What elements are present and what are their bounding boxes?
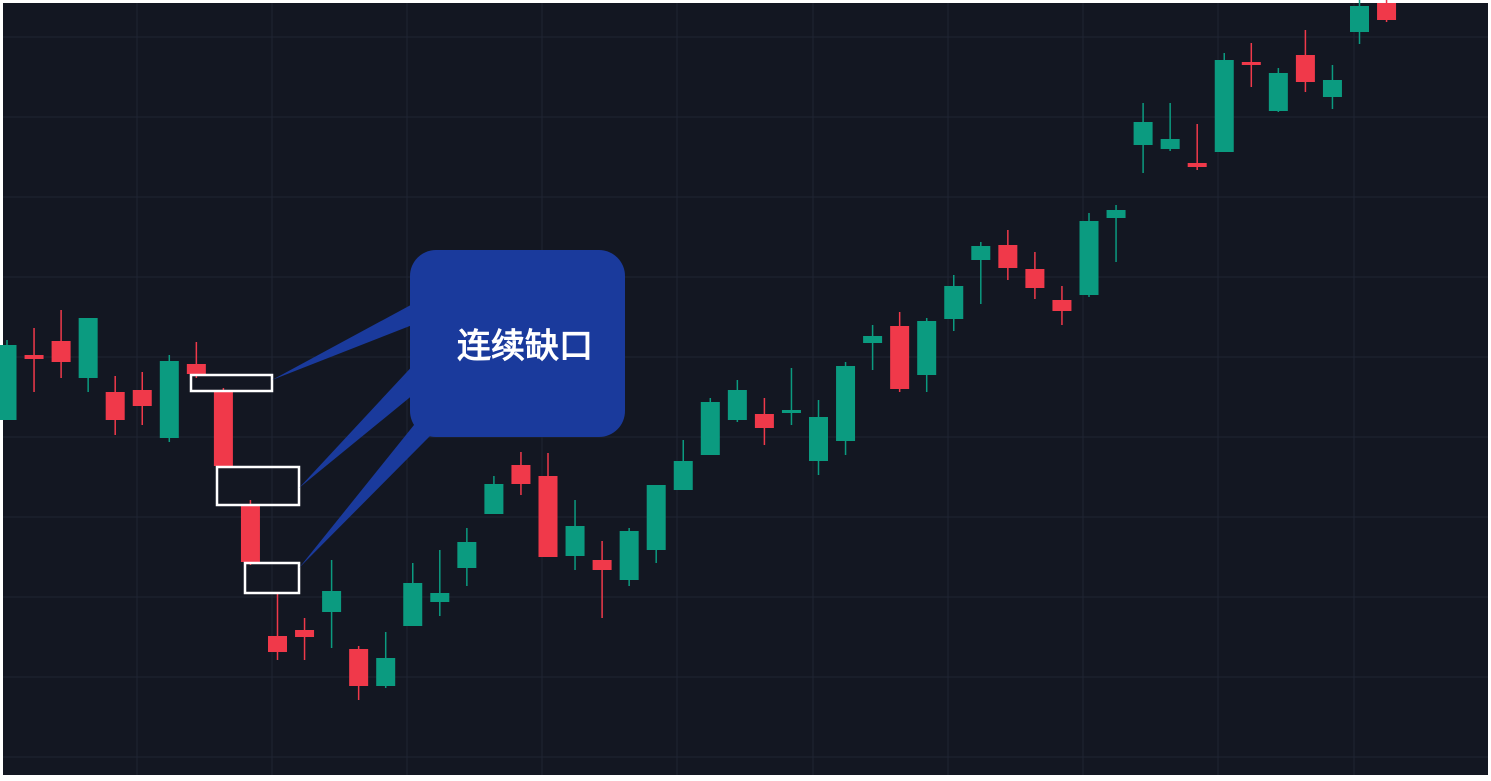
- candle-body: [484, 484, 504, 514]
- callout-pointer: [299, 420, 430, 568]
- candle-body: [1187, 163, 1207, 167]
- gap-box: [215, 465, 301, 507]
- candle-body: [700, 402, 720, 455]
- candle-body: [51, 341, 71, 362]
- candle-body: [809, 417, 828, 461]
- candle-body: [403, 583, 423, 626]
- callout-text: 连续缺口: [457, 327, 593, 367]
- candle-body: [998, 245, 1018, 268]
- candle-body: [1025, 269, 1045, 288]
- candle-body: [457, 542, 477, 568]
- chart-background: [3, 3, 1488, 775]
- candle-body: [646, 485, 666, 550]
- candle-body: [376, 658, 396, 686]
- callout-pointer: [272, 300, 420, 380]
- candle-body: [944, 286, 964, 319]
- candle-body: [538, 476, 558, 557]
- candle-body: [971, 246, 991, 260]
- candle-body: [213, 390, 233, 466]
- candle-body: [781, 410, 801, 413]
- grid: [3, 3, 1488, 775]
- candle-body: [1377, 3, 1397, 20]
- candle-body: [1079, 221, 1099, 295]
- callout: 连续缺口: [272, 250, 625, 568]
- candle-body: [592, 560, 612, 570]
- candle-body: [917, 321, 937, 375]
- gap-markers: [189, 373, 301, 595]
- candle-body: [1295, 55, 1315, 82]
- candle-body: [836, 366, 856, 441]
- candle-body: [0, 345, 17, 420]
- candle-body: [1268, 73, 1288, 111]
- candle-body: [1133, 122, 1153, 145]
- candles: [0, 0, 1397, 700]
- candle-body: [295, 630, 315, 637]
- callout-pointer: [299, 360, 425, 488]
- candle-body: [1106, 210, 1126, 218]
- candle-body: [159, 361, 179, 438]
- gap-box: [189, 373, 274, 393]
- candle-body: [890, 326, 910, 389]
- candle-body: [105, 392, 125, 420]
- candle-body: [78, 318, 98, 378]
- candle-body: [754, 414, 774, 428]
- candle-body: [511, 465, 531, 484]
- candle-body: [132, 390, 152, 406]
- candle-body: [1214, 60, 1234, 152]
- candle-body: [240, 506, 260, 562]
- candle-body: [1160, 139, 1180, 149]
- candle-body: [673, 461, 693, 490]
- candle-body: [1052, 300, 1072, 311]
- candle-body: [1241, 62, 1261, 65]
- candle-body: [322, 591, 342, 612]
- candle-body: [1322, 80, 1342, 97]
- candle-body: [430, 593, 450, 602]
- candle-body: [727, 390, 747, 420]
- candle-body: [863, 336, 883, 343]
- gap-box: [243, 561, 301, 595]
- candle-body: [24, 355, 44, 359]
- candle-body: [619, 531, 639, 580]
- candle-body: [268, 636, 287, 652]
- candle-body: [186, 364, 206, 374]
- candle-body: [349, 649, 369, 686]
- candle-body: [565, 526, 585, 556]
- candle-body: [1350, 6, 1369, 32]
- callout-box: [410, 250, 625, 437]
